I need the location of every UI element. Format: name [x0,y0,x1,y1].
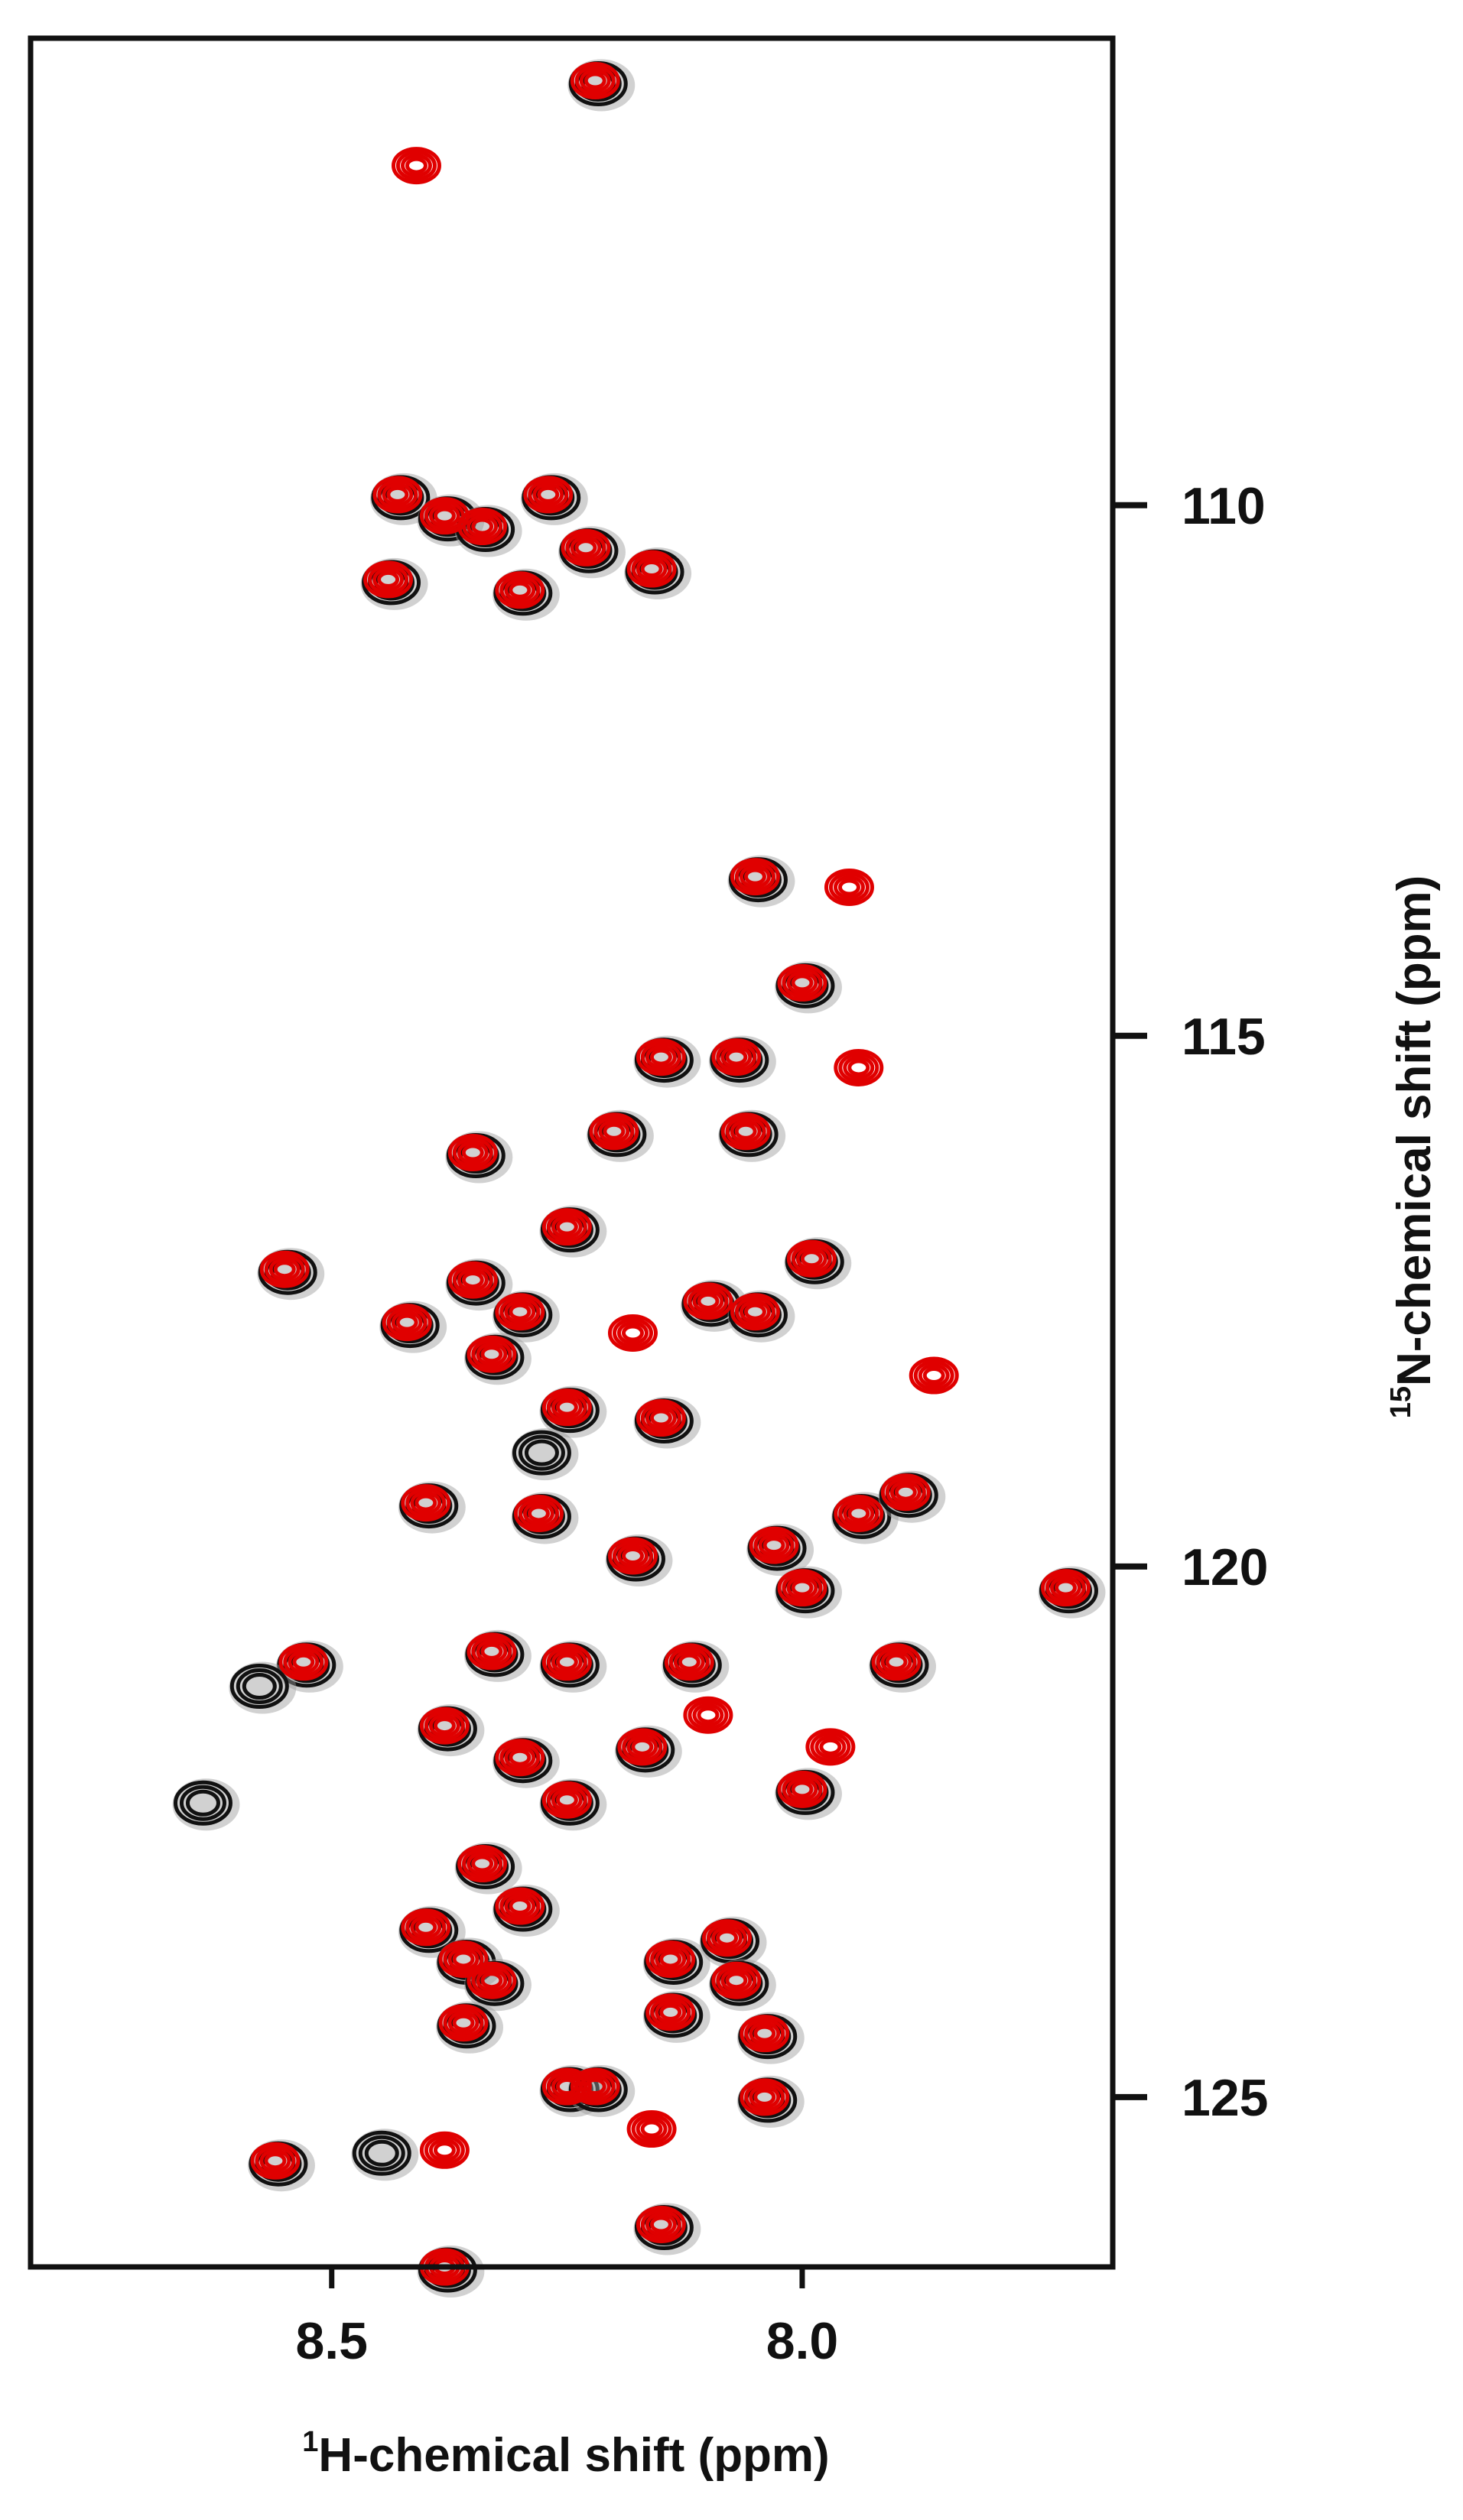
peak-marker [626,2110,677,2148]
peak-marker [495,1887,545,1925]
peak-series-2 [250,62,1091,2286]
peak-marker [626,550,677,588]
peak-marker [740,2078,790,2116]
peak-marker [607,1314,658,1352]
peak-marker [419,497,470,535]
peak-marker [438,1940,489,1978]
peaks-layer [172,59,1106,2298]
peak-marker [372,476,423,514]
peak-marker [523,476,574,514]
peak-marker [909,1356,959,1395]
peak-marker [730,858,780,896]
peak-marker [511,1428,579,1481]
peak-marker [683,1696,733,1734]
peak-marker [683,1282,733,1320]
peak-marker [834,1048,884,1086]
peak-marker [541,1388,592,1427]
peak-marker [786,1239,837,1278]
peak-marker [711,1038,762,1077]
peak-marker [589,1112,639,1151]
plot-frame [28,35,1116,2270]
peak-marker [495,1739,545,1777]
peak-marker [401,1908,451,1947]
peak-marker [777,1569,827,1607]
peak-marker [664,1643,714,1681]
y-tick-label: 120 [1182,1538,1268,1596]
peak-marker [259,1250,310,1288]
peak-marker [467,1632,517,1671]
peak-marker [467,1335,517,1373]
peak-marker [570,2067,620,2106]
peak-marker [834,1494,884,1532]
peak-marker [467,1961,517,1999]
peak-marker [382,1304,432,1342]
x-tick-label: 8.0 [766,2312,839,2370]
peak-marker [645,1940,696,1978]
peak-marker [401,1484,451,1522]
peak-marker [363,560,414,599]
peak-marker [495,1293,545,1331]
peak-marker [457,508,508,546]
peak-marker [711,1961,762,1999]
peak-marker [447,1261,498,1299]
peak-marker [419,2131,470,2169]
peak-marker [541,1781,592,1819]
peak-marker [561,528,611,567]
peak-marker [617,1728,668,1766]
peak-marker [636,1399,686,1437]
peak-marker [391,147,441,185]
peak-marker [513,1494,564,1532]
peak-marker [250,2142,301,2180]
peak-marker [740,2015,790,2053]
y-tick-label: 115 [1182,1008,1266,1066]
y-axis-title: 15N-chemical shift (ppm) [1385,875,1441,1419]
peak-series-1 [172,59,1106,2298]
peak-marker [636,1038,686,1077]
peak-marker [351,2129,419,2181]
peak-marker [871,1643,922,1681]
peak-marker [824,868,874,906]
peak-marker [495,571,545,609]
peak-marker [278,1643,329,1681]
x-axis-title-superscript: 1 [302,2426,318,2458]
peak-marker [438,2004,489,2042]
peak-marker [229,1661,297,1714]
peak-marker [1040,1569,1091,1607]
peak-marker [636,2205,686,2243]
peak-marker [419,1707,470,1745]
peak-marker [805,1728,856,1766]
peak-marker [777,1770,827,1808]
y-tick-label: 110 [1182,477,1266,535]
peak-marker [607,1537,658,1575]
x-axis-title-text: H-chemical shift (ppm) [318,2429,829,2482]
x-tick-label: 8.5 [295,2312,368,2370]
peak-marker [457,1845,508,1883]
y-axis-title-text: N-chemical shift (ppm) [1388,875,1441,1386]
peak-marker [541,1643,592,1681]
peak-marker [880,1473,931,1512]
peak-marker [720,1112,771,1151]
peak-marker [645,1993,696,2031]
peak-marker [172,1778,240,1831]
peak-marker [702,1919,753,1957]
peak-marker [447,1134,498,1171]
x-axis-ticks: 8.5 8.0 [295,2267,838,2370]
x-axis-title: 1H-chemical shift (ppm) [302,2426,829,2482]
y-axis-ticks: 110 115 120 125 [1113,477,1268,2127]
peak-marker [777,963,827,1002]
peak-marker [541,1208,592,1246]
peak-marker [730,1293,780,1331]
peak-marker [749,1526,799,1564]
y-axis-title-superscript: 15 [1385,1386,1417,1418]
peak-marker [570,62,620,100]
y-tick-label: 125 [1182,2069,1268,2127]
